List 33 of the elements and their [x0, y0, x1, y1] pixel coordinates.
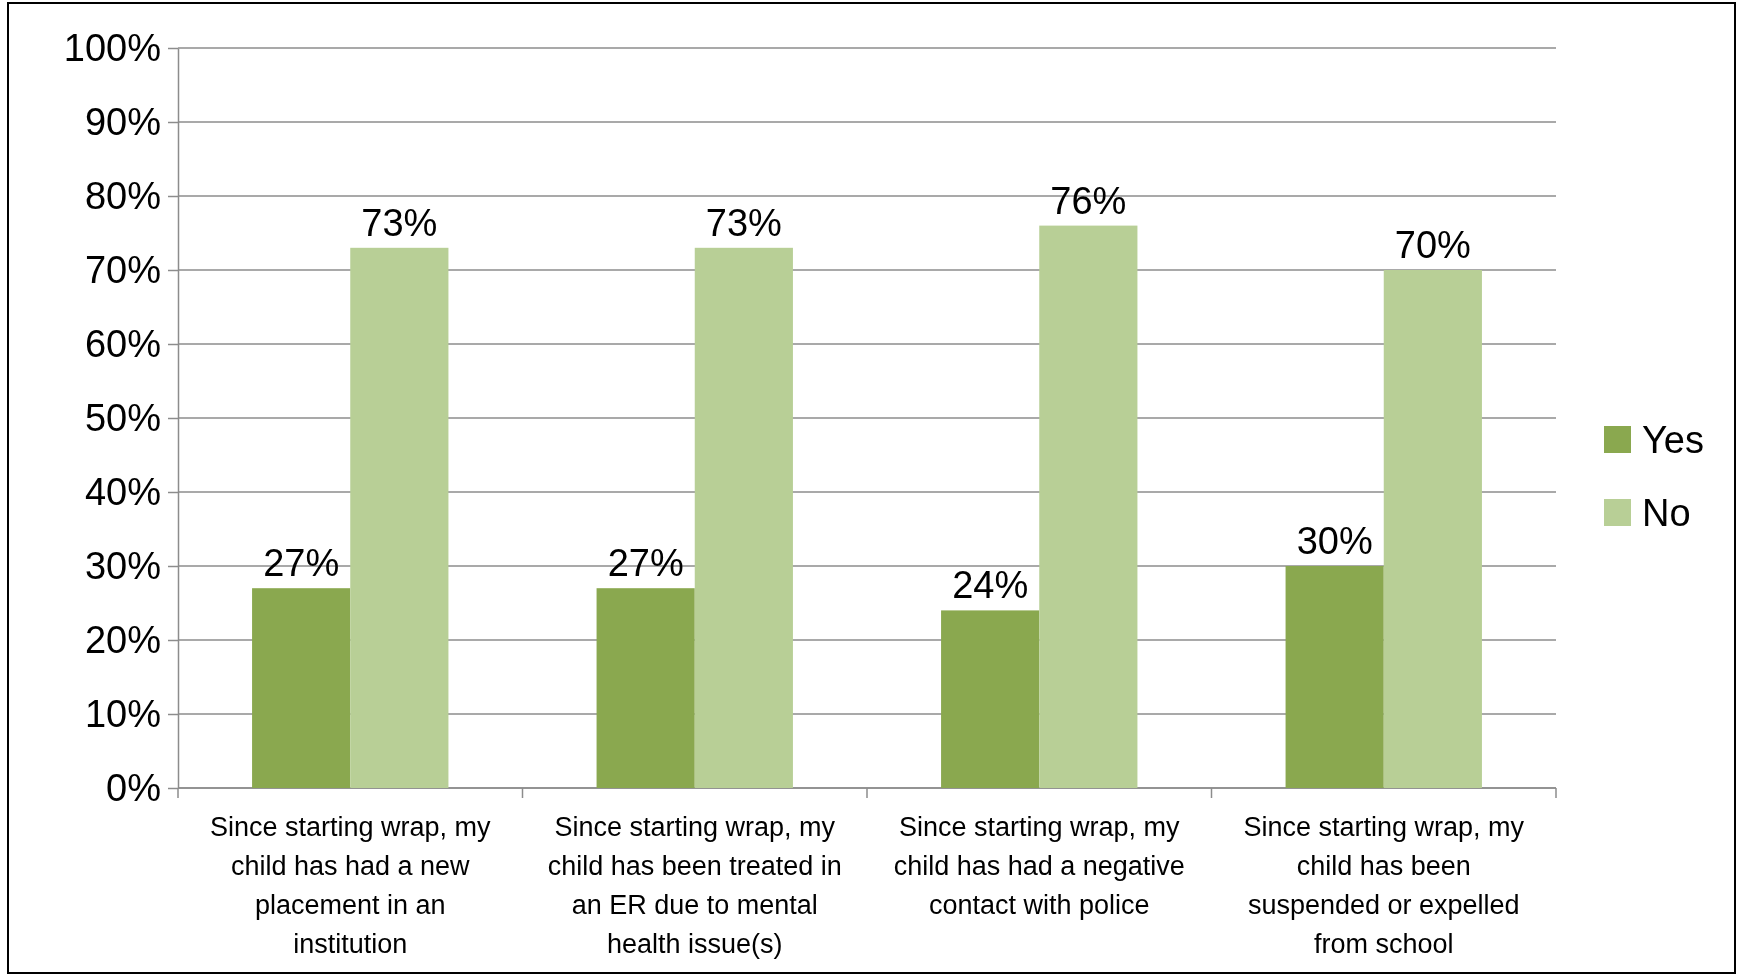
- data-label: 27%: [263, 542, 340, 585]
- y-tick-label: 20%: [84, 618, 161, 661]
- data-label: 76%: [1050, 179, 1127, 222]
- y-tick-label: 80%: [84, 174, 161, 217]
- y-tick-label: 70%: [84, 248, 161, 291]
- y-tick-label: 90%: [84, 100, 161, 143]
- y-tick-label: 30%: [84, 544, 161, 587]
- y-tick-label: 0%: [106, 766, 161, 809]
- y-tick-label: 40%: [84, 470, 161, 513]
- y-tick-label: 60%: [84, 322, 161, 365]
- bar: [1039, 225, 1138, 788]
- data-label: 27%: [607, 542, 684, 585]
- bar: [596, 588, 695, 788]
- y-tick-label: 100%: [63, 26, 161, 69]
- bar: [252, 588, 351, 788]
- data-label: 73%: [705, 201, 782, 244]
- y-tick-label: 10%: [84, 692, 161, 735]
- x-tick-label: Since starting wrap, my child has had a negative contact with police: [893, 812, 1185, 920]
- bar: [694, 247, 793, 788]
- bar: [1383, 270, 1482, 788]
- x-tick-label: Since starting wrap, my child has had a new placement in an institution: [209, 812, 492, 959]
- data-label: 70%: [1394, 224, 1471, 266]
- data-label: 24%: [952, 564, 1029, 607]
- y-tick-label: 50%: [84, 396, 161, 439]
- bar: [941, 610, 1040, 788]
- legend-label: Yes: [1642, 419, 1704, 461]
- data-label: 30%: [1296, 520, 1373, 562]
- data-label: 73%: [361, 201, 438, 244]
- bar: [1285, 566, 1384, 788]
- legend-label: No: [1642, 492, 1691, 534]
- x-tick-label: Since starting wrap, my child has been treated in an ER due to mental health issue(s): [547, 812, 842, 959]
- bar: [350, 247, 449, 788]
- x-tick-label: Since starting wrap, my child has been suspended or expelled from school: [1243, 812, 1525, 959]
